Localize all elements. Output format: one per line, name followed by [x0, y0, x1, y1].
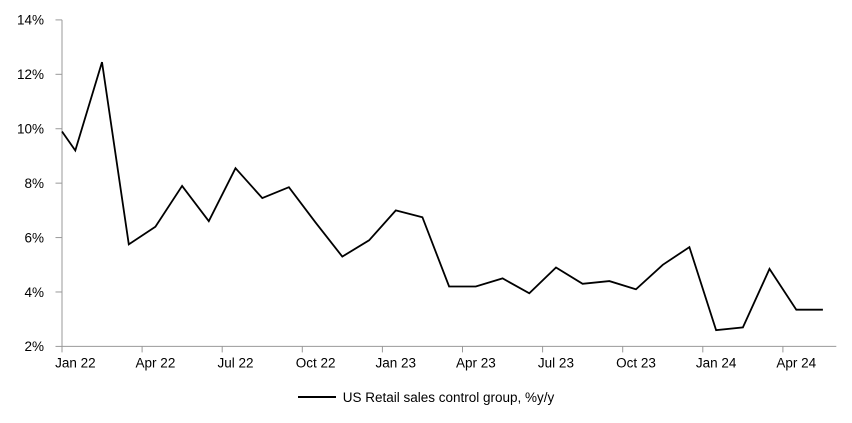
x-tick-label: Oct 23 — [616, 356, 656, 371]
y-tick-label: 8% — [24, 176, 44, 191]
x-tick-label: Apr 22 — [136, 356, 176, 371]
legend-line-swatch — [297, 396, 336, 398]
legend-label: US Retail sales control group, %y/y — [342, 389, 555, 405]
y-tick-label: 4% — [24, 285, 44, 300]
y-tick-label: 14% — [17, 13, 44, 28]
x-tick-label: Jan 22 — [55, 356, 96, 371]
y-tick-label: 6% — [24, 230, 44, 245]
series-line — [61, 61, 823, 332]
x-tick-label: Apr 24 — [776, 356, 816, 371]
x-tick-label: Oct 22 — [296, 356, 336, 371]
x-tick-label: Jan 24 — [696, 356, 737, 371]
y-tick-label: 12% — [17, 67, 44, 82]
x-tick-label: Jul 23 — [538, 356, 574, 371]
y-tick-label: 2% — [24, 339, 44, 354]
legend: US Retail sales control group, %y/y — [0, 388, 852, 406]
x-tick-label: Jan 23 — [375, 356, 416, 371]
x-tick-label: Apr 23 — [456, 356, 496, 371]
y-tick-label: 10% — [17, 122, 44, 137]
x-tick-label: Jul 22 — [218, 356, 254, 371]
